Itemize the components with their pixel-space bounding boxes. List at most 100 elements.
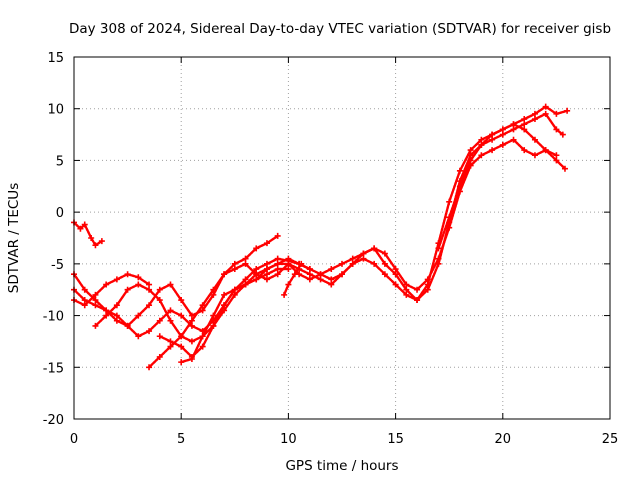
data-point: [285, 260, 292, 267]
data-point: [167, 307, 174, 314]
marker-group-track-8: [178, 266, 292, 366]
y-axis-label: SDTVAR / TECUs: [6, 183, 22, 293]
data-point: [146, 281, 153, 288]
data-point: [381, 260, 388, 267]
data-point: [103, 312, 110, 319]
series-track-5: [94, 123, 558, 343]
data-point: [446, 224, 453, 231]
data-point: [156, 297, 163, 304]
data-point: [281, 291, 288, 298]
data-point: [381, 250, 388, 257]
data-point: [306, 266, 313, 273]
data-point: [199, 307, 206, 314]
data-point: [242, 281, 249, 288]
data-point: [499, 141, 506, 148]
data-point: [456, 167, 463, 174]
data-point: [146, 302, 153, 309]
x-tick-label: 0: [70, 432, 78, 447]
marker-group-track-4: [71, 271, 153, 309]
y-tick-label: 5: [56, 154, 64, 169]
data-point: [371, 260, 378, 267]
data-point: [199, 302, 206, 309]
data-point: [521, 116, 528, 123]
data-point: [88, 235, 95, 241]
data-point: [531, 152, 538, 159]
data-point: [306, 271, 313, 278]
data-point: [263, 260, 270, 267]
data-point: [531, 136, 538, 143]
data-point: [156, 353, 163, 360]
data-point: [253, 276, 260, 283]
data-point: [328, 266, 335, 273]
data-point: [113, 312, 120, 319]
data-point: [178, 343, 185, 350]
data-point: [349, 255, 356, 262]
x-tick-label: 25: [602, 432, 619, 447]
data-point: [81, 302, 88, 309]
data-point: [510, 121, 517, 128]
data-point: [414, 297, 421, 304]
data-point: [178, 297, 185, 304]
data-point: [253, 271, 260, 278]
data-point: [242, 255, 249, 262]
data-point: [317, 271, 324, 278]
y-tick-label: 15: [47, 51, 64, 66]
data-point: [210, 312, 217, 319]
data-point: [113, 317, 120, 324]
data-point: [478, 152, 485, 159]
data-point: [81, 221, 88, 228]
data-point: [124, 322, 131, 329]
data-point: [499, 131, 506, 138]
marker-group-track-7: [156, 136, 568, 360]
data-point: [135, 281, 142, 288]
data-point: [531, 116, 538, 123]
data-point: [424, 276, 431, 283]
data-point: [291, 271, 298, 278]
data-point: [339, 260, 345, 267]
data-point: [561, 165, 568, 172]
data-point: [113, 302, 120, 309]
y-tick-label: -10: [43, 310, 64, 325]
data-point: [253, 245, 260, 252]
data-point: [167, 281, 174, 288]
data-point: [178, 312, 185, 319]
data-point: [435, 245, 442, 252]
data-point: [231, 286, 238, 293]
data-point: [403, 281, 410, 288]
axis-ticks: 0 5 10 15 20 25 15 10 5 0 -5 -10 -15 -20: [43, 51, 619, 447]
data-point: [285, 281, 292, 288]
data-point: [188, 356, 195, 363]
data-point: [489, 131, 496, 138]
data-point: [274, 255, 281, 262]
data-point: [263, 276, 270, 283]
data-point: [146, 286, 153, 293]
data-point: [478, 141, 485, 148]
data-point: [328, 281, 335, 288]
data-point: [199, 333, 206, 340]
data-point: [467, 147, 474, 154]
data-point: [124, 286, 131, 293]
y-tick-label: -20: [43, 413, 64, 428]
data-point: [381, 271, 388, 278]
data-point: [92, 297, 99, 304]
series-track-6: [147, 112, 564, 369]
data-point: [81, 297, 88, 304]
y-tick-label: 0: [56, 206, 64, 221]
data-point: [392, 281, 399, 288]
data-point: [146, 328, 153, 335]
data-point: [92, 322, 99, 329]
data-point: [188, 322, 195, 329]
chart-title: Day 308 of 2024, Sidereal Day-to-day VTE…: [69, 21, 611, 37]
series-track-1: [72, 221, 104, 247]
y-tick-label: -15: [43, 361, 64, 376]
data-point: [542, 110, 549, 117]
data-point: [167, 338, 174, 345]
data-point: [306, 276, 313, 283]
data-point: [424, 286, 431, 293]
data-point: [317, 276, 324, 283]
data-point: [521, 147, 528, 154]
series-track-7: [158, 138, 567, 359]
marker-group-track-10: [435, 103, 571, 252]
data-point: [510, 136, 517, 143]
